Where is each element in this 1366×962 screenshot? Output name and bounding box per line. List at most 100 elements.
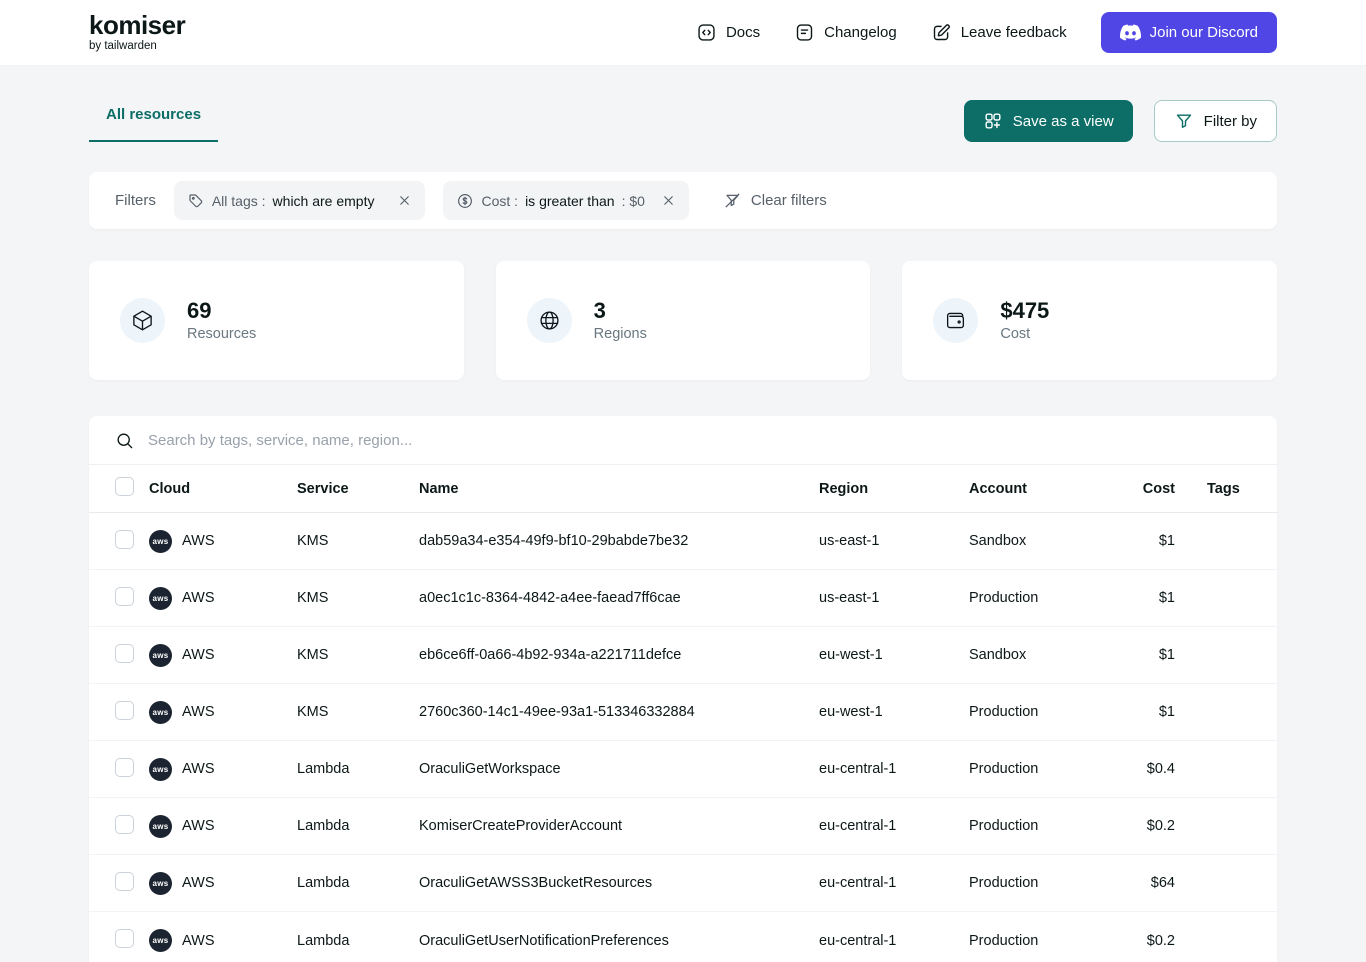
cell-cost: $1 [1158,704,1175,720]
cell-service: Lambda [297,875,350,891]
resources-label: Resources [187,326,257,343]
nav-changelog[interactable]: Changelog [794,22,897,43]
aws-logo-icon: aws [149,529,172,553]
search-input[interactable] [148,416,1251,464]
cell-region: eu-central-1 [819,818,897,834]
cell-region: eu-central-1 [819,932,897,949]
cell-name: eb6ce6ff-0a66-4b92-934a-a221711defce [419,647,682,663]
column-header-name[interactable]: Name [419,480,459,497]
chip-tags-value: which are empty [272,192,375,209]
cell-region: eu-central-1 [819,875,897,891]
stat-card-regions: 3 Regions [495,261,871,380]
column-header-cost[interactable]: Cost [1142,480,1175,497]
column-header-tags[interactable]: Tags [1207,480,1240,497]
save-as-view-button[interactable]: Save as a view [963,100,1133,142]
select-all-checkbox[interactable] [115,477,134,496]
logo-text: komiser [89,10,186,41]
cell-cloud: AWS [182,590,215,606]
cell-name: OraculiGetAWSS3BucketResources [419,875,653,891]
cell-region: us-east-1 [819,533,880,549]
aws-logo-icon: aws [149,700,172,724]
cell-service: Lambda [297,818,350,834]
chip-tags-close-icon[interactable] [397,193,412,208]
join-discord-label: Join our Discord [1149,24,1258,41]
table-row[interactable]: aws AWS Lambda OraculiGetAWSS3BucketReso… [89,855,1277,912]
cell-cloud: AWS [182,818,215,834]
row-checkbox[interactable] [115,871,134,891]
column-header-cloud[interactable]: Cloud [149,480,191,497]
column-header-account[interactable]: Account [969,480,1027,497]
cell-cloud: AWS [182,704,215,720]
filter-chip-tags[interactable]: All tags : which are empty [173,181,426,220]
stat-card-resources: 69 Resources [89,261,464,380]
table-row[interactable]: aws AWS KMS dab59a34-e354-49f9-bf10-29ba… [89,513,1277,570]
main-content: All resources Save as a view Filter by F… [89,100,1278,962]
row-checkbox[interactable] [115,757,134,777]
filter-by-button[interactable]: Filter by [1153,100,1277,142]
chip-cost-value: is greater than [525,192,615,209]
tab-all-resources[interactable]: All resources [89,100,219,142]
cell-account: Sandbox [969,647,1027,663]
row-checkbox[interactable] [115,643,134,663]
table-row[interactable]: aws AWS KMS 2760c360-14c1-49ee-93a1-5133… [89,684,1277,741]
nav-docs-label: Docs [725,24,761,41]
dollar-circle-icon [456,192,474,210]
table-row[interactable]: aws AWS Lambda KomiserCreateProviderAcco… [89,798,1277,855]
aws-logo-icon: aws [149,757,172,781]
nav-leave-feedback[interactable]: Leave feedback [931,22,1067,43]
discord-icon [1119,22,1141,43]
chip-cost-suffix: : $0 [621,192,645,209]
save-view-icon [983,111,1003,131]
cell-service: KMS [297,647,329,663]
join-discord-button[interactable]: Join our Discord [1100,12,1277,53]
nav-changelog-label: Changelog [824,24,897,41]
app-header: komiser by tailwarden Docs Changelog L [0,0,1366,66]
chip-tags-label: All tags : [211,192,266,209]
aws-logo-icon: aws [149,929,172,952]
cell-name: OraculiGetWorkspace [419,761,561,777]
table-body: aws AWS KMS dab59a34-e354-49f9-bf10-29ba… [89,513,1277,962]
cell-name: a0ec1c1c-8364-4842-a4ee-faead7ff6cae [419,590,681,606]
aws-logo-icon: aws [149,871,172,895]
table-row[interactable]: aws AWS Lambda OraculiGetUserNotificatio… [89,912,1277,962]
cell-service: KMS [297,704,329,720]
header-nav: Docs Changelog Leave feedback Join our D… [696,12,1277,53]
row-checkbox[interactable] [115,529,134,549]
chip-cost-close-icon[interactable] [661,193,676,208]
cell-cloud: AWS [182,533,215,549]
cell-cloud: AWS [182,932,215,949]
table-header-row: Cloud Service Name Region Account Cost T… [89,465,1277,513]
save-as-view-label: Save as a view [1012,112,1114,130]
nav-leave-feedback-label: Leave feedback [960,24,1067,41]
filters-bar: Filters All tags : which are empty Cost … [89,172,1277,229]
table-search-row [89,416,1277,465]
row-checkbox[interactable] [115,700,134,720]
row-checkbox[interactable] [115,929,134,948]
cell-account: Production [969,704,1039,720]
clear-filters-button[interactable]: Clear filters [723,191,827,210]
column-header-region[interactable]: Region [819,480,869,497]
cell-name: 2760c360-14c1-49ee-93a1-513346332884 [419,704,695,720]
toolbar: All resources Save as a view Filter by [89,100,1277,142]
tag-icon [187,192,205,210]
column-header-service[interactable]: Service [297,480,349,497]
row-checkbox[interactable] [115,814,134,834]
cell-service: Lambda [297,761,350,777]
filter-chip-cost[interactable]: Cost : is greater than : $0 [443,181,689,220]
cell-cloud: AWS [182,647,215,663]
changelog-document-icon [794,22,815,43]
cell-cost: $64 [1150,875,1175,891]
cell-service: Lambda [297,932,350,949]
nav-docs[interactable]: Docs [696,22,760,43]
cost-label: Cost [1000,326,1031,343]
table-row[interactable]: aws AWS KMS eb6ce6ff-0a66-4b92-934a-a221… [89,627,1277,684]
cell-cost: $0.2 [1146,818,1175,834]
komiser-logo[interactable]: komiser by tailwarden [89,10,186,53]
resources-table-card: Cloud Service Name Region Account Cost T… [89,416,1277,962]
cell-name: OraculiGetUserNotificationPreferences [419,932,669,949]
stats-row: 69 Resources 3 Regions $475 Cost [89,261,1278,380]
table-row[interactable]: aws AWS Lambda OraculiGetWorkspace eu-ce… [89,741,1277,798]
table-row[interactable]: aws AWS KMS a0ec1c1c-8364-4842-a4ee-faea… [89,570,1277,627]
filter-by-label: Filter by [1203,112,1257,130]
row-checkbox[interactable] [115,586,134,606]
